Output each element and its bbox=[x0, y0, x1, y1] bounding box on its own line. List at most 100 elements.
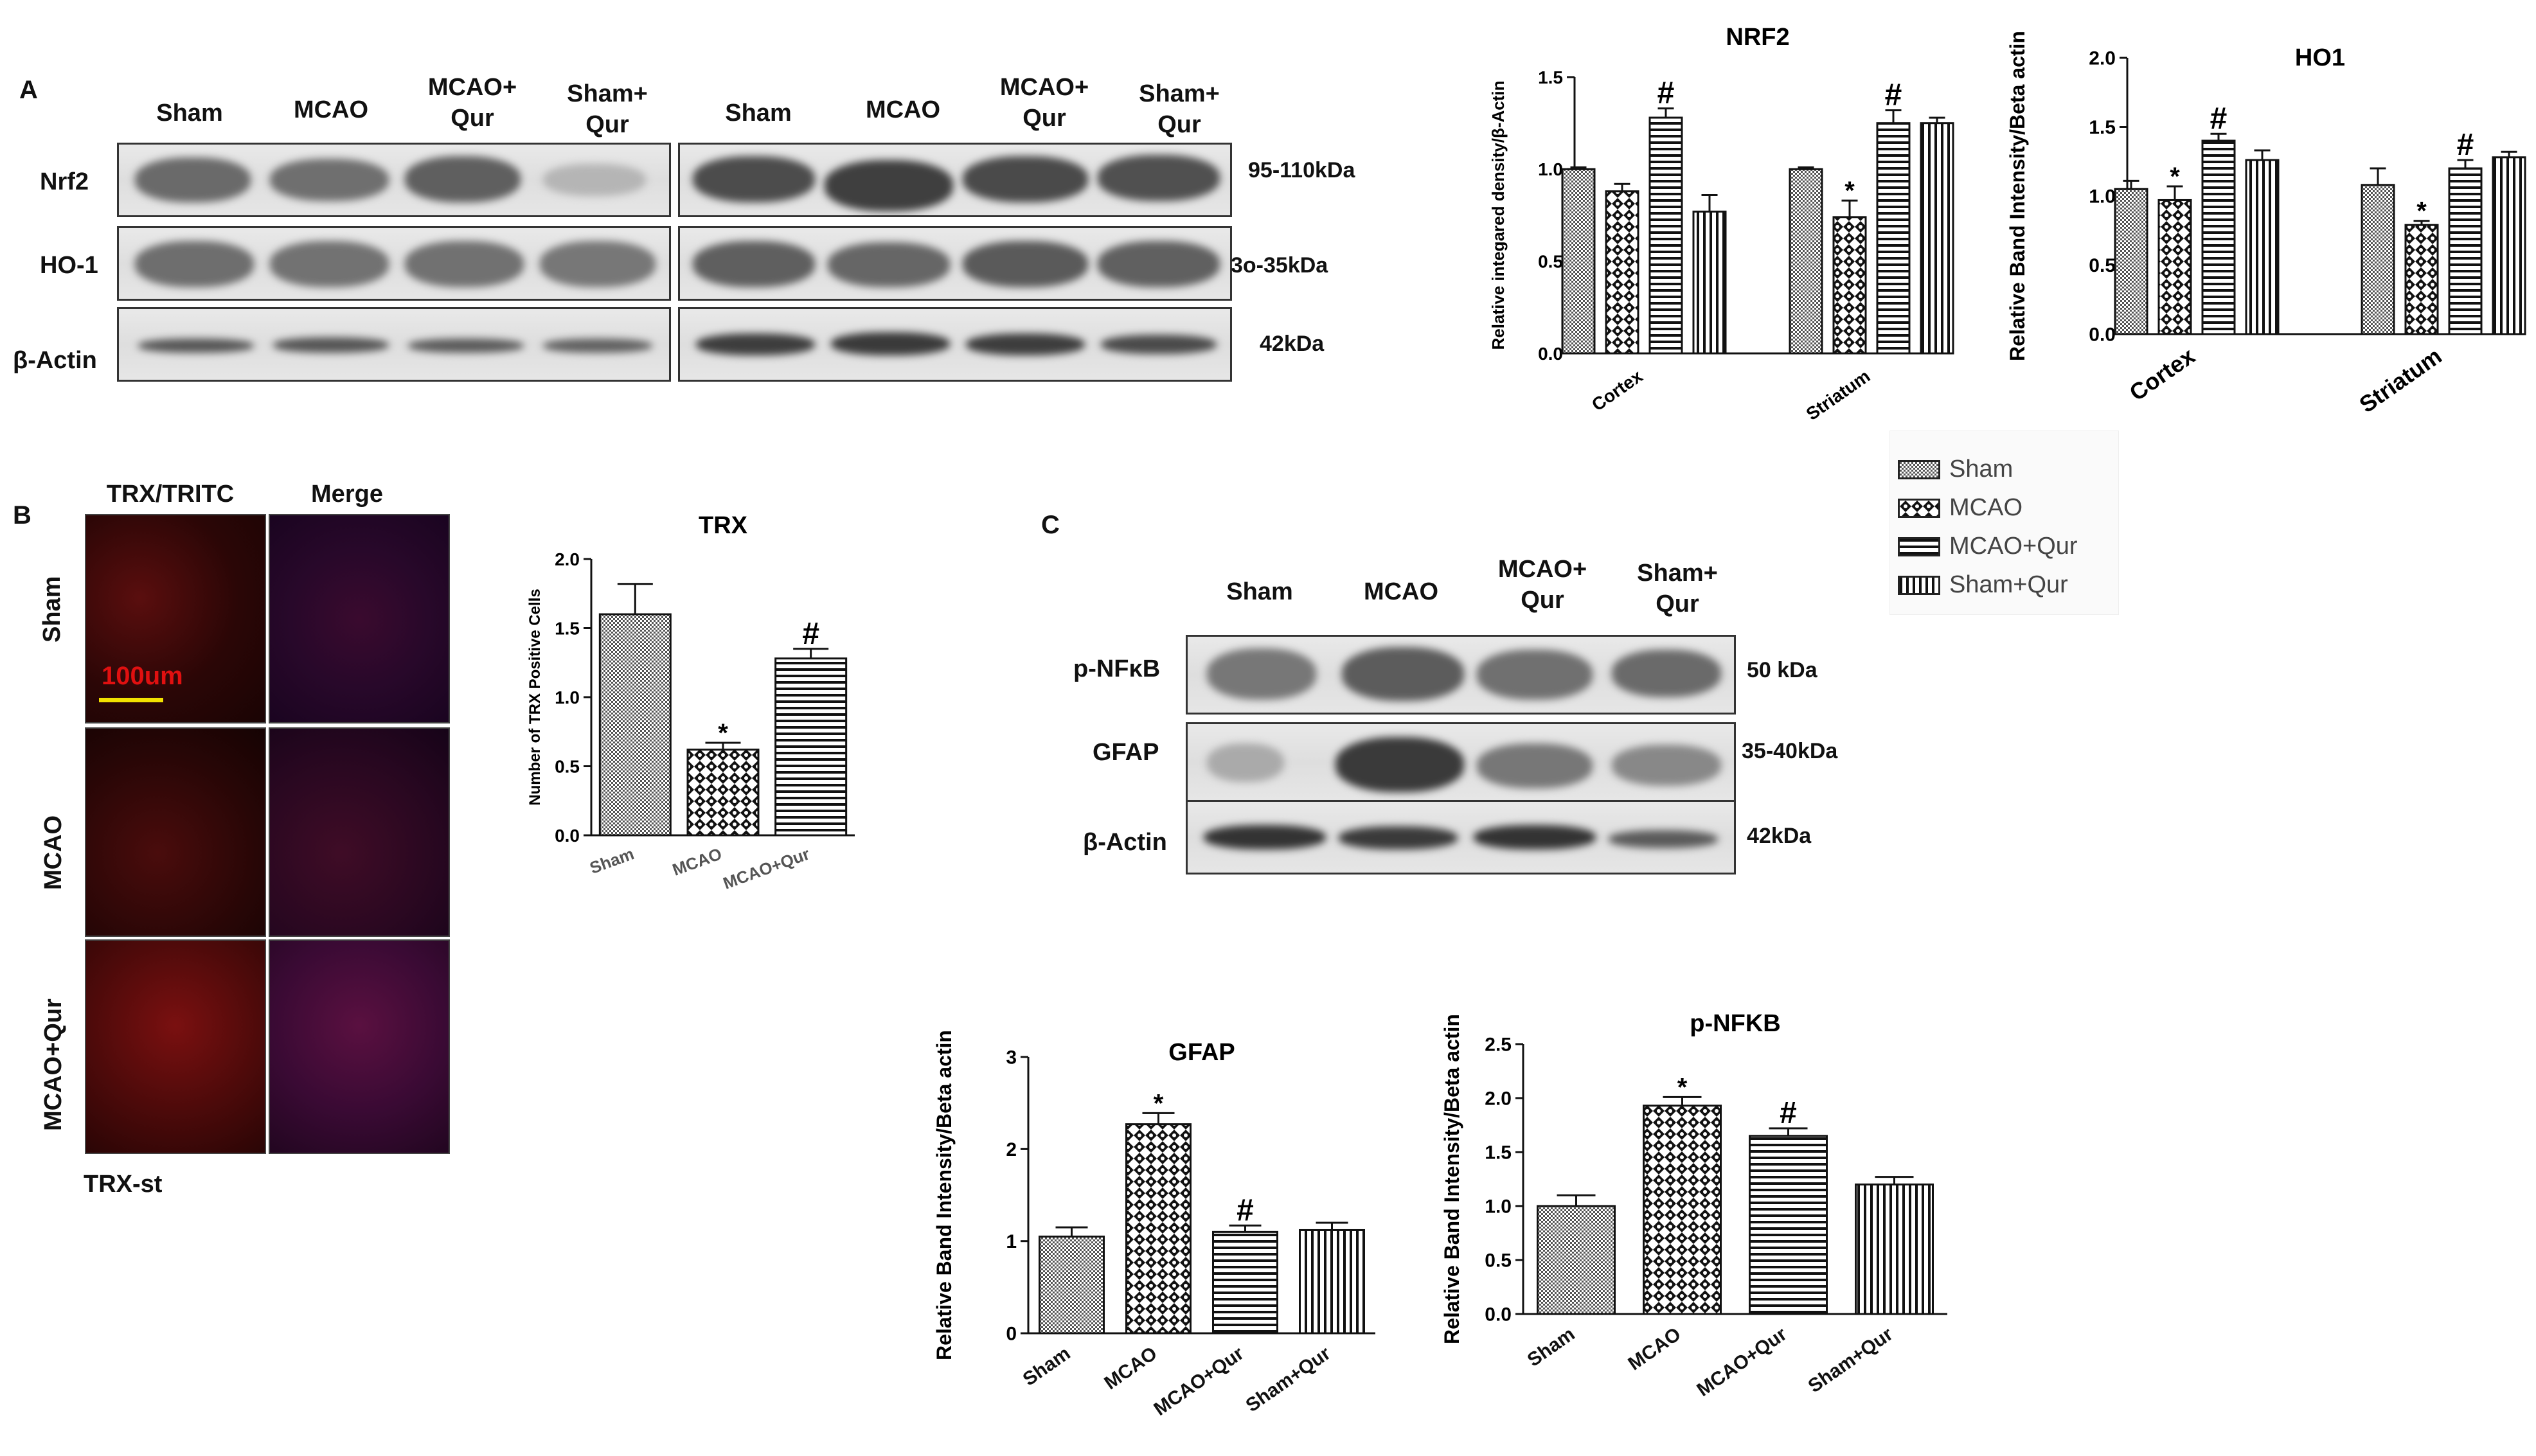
bar bbox=[1855, 1183, 1934, 1315]
legend-label-sham: Sham bbox=[1949, 456, 2014, 483]
legend-label-mcao: MCAO bbox=[1949, 494, 2023, 521]
x-tick-label: Sham bbox=[1019, 1343, 1075, 1390]
lane-label-right-2: MCAO bbox=[865, 96, 941, 123]
col-label-merge: Merge bbox=[311, 481, 383, 508]
y-tick-label: 1.5 bbox=[1485, 1142, 1512, 1164]
y-tick-label: 1.5 bbox=[1538, 67, 1563, 87]
y-tick-label: 0.5 bbox=[1538, 251, 1563, 271]
bar bbox=[1561, 168, 1596, 355]
chart-title: HO1 bbox=[2295, 44, 2345, 71]
x-tick-label: Sham bbox=[587, 844, 637, 877]
bar bbox=[1039, 1236, 1105, 1335]
significance-star: * bbox=[2170, 163, 2180, 191]
size-label-ho1: 3o-35kDa bbox=[1231, 253, 1328, 278]
scale-bar bbox=[99, 698, 163, 702]
y-axis-label: Relative integared density/β-Actin bbox=[1488, 81, 1508, 350]
y-tick-label: 1.0 bbox=[1485, 1196, 1512, 1218]
bar bbox=[2114, 188, 2148, 335]
significance-star: * bbox=[718, 719, 728, 747]
lane-label-right-4: Sham+ Qur bbox=[1139, 80, 1220, 138]
lane-label-c-3: MCAO+ Qur bbox=[1497, 556, 1587, 614]
x-tick-label: Sham bbox=[1524, 1324, 1579, 1371]
bar bbox=[2157, 199, 2192, 335]
y-tick-label: 1.5 bbox=[2089, 117, 2116, 138]
significance-hash: # bbox=[2210, 102, 2228, 136]
x-tick-label: MCAO+Qur bbox=[720, 844, 812, 892]
significance-hash: # bbox=[2457, 128, 2474, 162]
significance-hash: # bbox=[1237, 1193, 1254, 1227]
x-tick-label: MCAO bbox=[1625, 1324, 1685, 1375]
row-label-ho1: HO-1 bbox=[40, 252, 98, 279]
legend-swatch-mcao-qur bbox=[1898, 537, 1940, 556]
blot-nrf2-right bbox=[678, 143, 1232, 217]
significance-hash: # bbox=[802, 617, 819, 651]
size-label-actin-c: 42kDa bbox=[1747, 824, 1812, 848]
significance-star: * bbox=[2416, 197, 2427, 226]
lane-label-c-2: MCAO bbox=[1363, 578, 1439, 605]
bar bbox=[598, 613, 672, 837]
y-tick-label: 0.5 bbox=[555, 756, 580, 776]
blot-gfap bbox=[1186, 722, 1736, 802]
y-axis-label: Relative Band Intensity/Beta actin bbox=[933, 1030, 956, 1360]
bar bbox=[2492, 156, 2526, 335]
blot-actin-right bbox=[678, 307, 1232, 382]
bar bbox=[1605, 190, 1639, 355]
x-tick-label: MCAO bbox=[1101, 1343, 1161, 1394]
y-tick-label: 0.5 bbox=[1485, 1250, 1512, 1272]
bar bbox=[1692, 210, 1727, 355]
micrograph-trx-sham bbox=[85, 514, 266, 724]
significance-star: * bbox=[1677, 1073, 1688, 1101]
row-label-actin-a: β-Actin bbox=[13, 347, 97, 374]
blot-actin-c bbox=[1186, 800, 1736, 874]
y-tick-label: 2 bbox=[1006, 1139, 1017, 1160]
y-tick-label: 1.0 bbox=[555, 688, 580, 707]
legend-swatch-sham bbox=[1898, 459, 1940, 479]
bar bbox=[1789, 168, 1823, 355]
bar bbox=[1749, 1135, 1828, 1315]
significance-hash: # bbox=[1657, 76, 1675, 111]
x-tick-label: Sham+Qur bbox=[1805, 1324, 1897, 1398]
size-label-actin-a: 42kDa bbox=[1260, 332, 1325, 356]
blot-ho1-left bbox=[117, 226, 671, 301]
bar bbox=[1125, 1123, 1192, 1335]
size-label-gfap: 35-40kDa bbox=[1742, 739, 1838, 763]
y-tick-label: 0.0 bbox=[2089, 324, 2116, 346]
bar bbox=[2201, 139, 2236, 335]
chart-gfap: GFAP Relative Band Intensity/Beta actin 0 1… bbox=[933, 1030, 1375, 1420]
x-tick-label: MCAO bbox=[670, 844, 724, 879]
x-tick-label: Cortex bbox=[2125, 342, 2200, 406]
bar bbox=[1299, 1229, 1365, 1335]
size-label-nrf2: 95-110kDa bbox=[1248, 158, 1355, 182]
legend-item-mcao-qur: MCAO+Qur bbox=[1898, 533, 2078, 560]
chart-nrf2: NRF2 Relative integared density/β-Actin 0.… bbox=[1488, 24, 1954, 425]
chart-title: p-NFKB bbox=[1690, 1010, 1780, 1037]
size-label-pnfkb: 50 kDa bbox=[1747, 658, 1817, 682]
y-tick-label: 3 bbox=[1006, 1047, 1017, 1069]
lane-label-left-3: MCAO+ Qur bbox=[427, 74, 517, 132]
y-tick-label: 0.0 bbox=[1485, 1304, 1512, 1326]
significance-star: * bbox=[1844, 177, 1855, 205]
y-tick-label: 1.0 bbox=[1538, 159, 1563, 179]
y-tick-label: 0.5 bbox=[2089, 255, 2116, 276]
x-tick-label: Striatum bbox=[1803, 366, 1874, 425]
lane-label-left-1: Sham bbox=[156, 100, 223, 127]
x-tick-label: MCAO+Qur bbox=[1150, 1343, 1247, 1420]
row-label-b-mcao-qur: MCAO+Qur bbox=[40, 999, 67, 1131]
legend-item-sham: Sham bbox=[1898, 456, 2013, 483]
legend-item-sham-qur: Sham+Qur bbox=[1898, 571, 2068, 599]
x-tick-label: Sham+Qur bbox=[1242, 1343, 1335, 1417]
y-axis-label: Number of TRX Positive Cells bbox=[526, 589, 544, 805]
row-label-b-sham: Sham bbox=[39, 576, 66, 643]
bar bbox=[774, 657, 848, 837]
col-label-trx: TRX/TRITC bbox=[106, 481, 235, 508]
bar bbox=[1648, 116, 1683, 355]
x-tick-label: MCAO+Qur bbox=[1693, 1324, 1790, 1401]
panel-c-label: C bbox=[1041, 511, 1060, 539]
row-label-gfap: GFAP bbox=[1093, 739, 1159, 766]
row-label-actin-c: β-Actin bbox=[1083, 829, 1167, 856]
scale-bar-label: 100um bbox=[102, 662, 183, 690]
chart-title: GFAP bbox=[1168, 1039, 1235, 1066]
chart-title: TRX bbox=[699, 512, 748, 539]
y-tick-label: 1.0 bbox=[2089, 186, 2116, 208]
bar bbox=[1212, 1230, 1278, 1335]
